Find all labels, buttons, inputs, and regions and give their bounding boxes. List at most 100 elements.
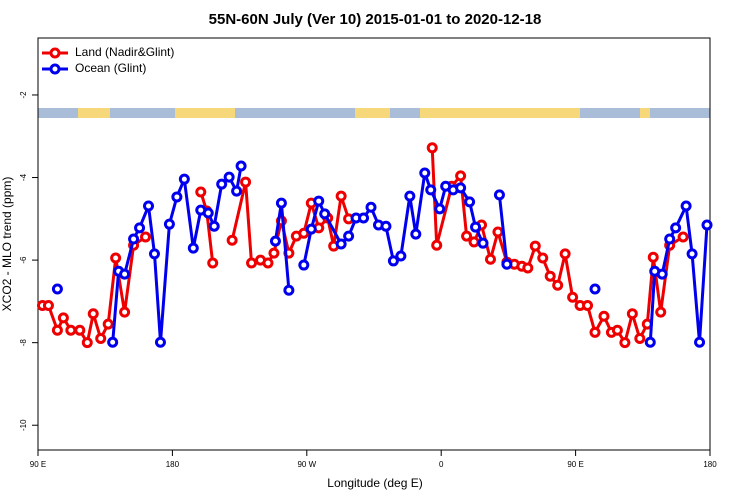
- point: [664, 233, 676, 245]
- point: [74, 324, 86, 336]
- point: [410, 228, 422, 240]
- point: [461, 230, 473, 242]
- point: [283, 284, 295, 296]
- point: [195, 186, 207, 198]
- point: [223, 171, 235, 183]
- point: [202, 207, 214, 219]
- point: [134, 222, 146, 234]
- x-tick-label: 90 W: [297, 460, 316, 469]
- point: [87, 308, 99, 320]
- point: [231, 185, 243, 197]
- y-tick-label: -10: [19, 419, 28, 431]
- point: [529, 240, 541, 252]
- x-tick-label: 180: [166, 460, 180, 469]
- point: [419, 167, 431, 179]
- point: [246, 257, 258, 269]
- point: [426, 142, 438, 154]
- point: [119, 306, 131, 318]
- point: [163, 218, 175, 230]
- point: [434, 203, 446, 215]
- point: [343, 230, 355, 242]
- point: [119, 268, 131, 280]
- point: [313, 195, 325, 207]
- point: [544, 270, 556, 282]
- point: [493, 189, 505, 201]
- point: [644, 336, 656, 348]
- point: [81, 337, 93, 349]
- legend-marker: [49, 47, 61, 59]
- legend-label: Ocean (Glint): [75, 61, 146, 75]
- plot-frame: [37, 37, 711, 451]
- point: [492, 226, 504, 238]
- point: [365, 201, 377, 213]
- point: [455, 182, 467, 194]
- point: [598, 310, 610, 322]
- point: [634, 333, 646, 345]
- point: [680, 200, 692, 212]
- point: [102, 318, 114, 330]
- point: [611, 324, 623, 336]
- point: [305, 223, 317, 235]
- legend-label: Land (Nadir&Glint): [75, 45, 174, 59]
- point: [387, 255, 399, 267]
- y-axis-label: XCO2 - MLO trend (ppm): [0, 177, 14, 312]
- point: [567, 291, 579, 303]
- point: [171, 191, 183, 203]
- point: [395, 250, 407, 262]
- point: [207, 257, 219, 269]
- x-tick-label: 0: [439, 460, 444, 469]
- point: [65, 324, 77, 336]
- point: [358, 212, 370, 224]
- point: [589, 326, 601, 338]
- point: [431, 239, 443, 251]
- point: [537, 252, 549, 264]
- x-tick-label: 90 E: [30, 460, 46, 469]
- point: [268, 247, 280, 259]
- point: [647, 251, 659, 263]
- point: [275, 197, 287, 209]
- point: [677, 231, 689, 243]
- y-tick-label: -4: [19, 173, 28, 181]
- point: [42, 300, 54, 312]
- point: [626, 308, 638, 320]
- point: [269, 235, 281, 247]
- y-tick-label: -2: [19, 91, 28, 99]
- point: [226, 234, 238, 246]
- point: [298, 259, 310, 271]
- point: [501, 258, 513, 270]
- point: [216, 178, 228, 190]
- point: [425, 184, 437, 196]
- point: [110, 252, 122, 264]
- point: [404, 190, 416, 202]
- legend-marker: [49, 63, 61, 75]
- point: [559, 248, 571, 260]
- point: [380, 220, 392, 232]
- point: [187, 242, 199, 254]
- point: [701, 219, 713, 231]
- x-tick-label: 180: [703, 460, 717, 469]
- point: [694, 336, 706, 348]
- point: [470, 221, 482, 233]
- point: [455, 170, 467, 182]
- point: [484, 253, 496, 265]
- point: [208, 220, 220, 232]
- point: [619, 337, 631, 349]
- point: [57, 312, 69, 324]
- point: [477, 237, 489, 249]
- y-tick-label: -6: [19, 256, 28, 264]
- point: [240, 176, 252, 188]
- point: [51, 283, 63, 295]
- point: [143, 200, 155, 212]
- point: [148, 248, 160, 260]
- point: [468, 236, 480, 248]
- point: [140, 231, 152, 243]
- point: [107, 336, 119, 348]
- y-tick-label: -8: [19, 339, 28, 347]
- point: [670, 222, 682, 234]
- point: [522, 262, 534, 274]
- x-axis-label: Longitude (deg E): [327, 476, 422, 490]
- point: [589, 283, 601, 295]
- point: [655, 306, 667, 318]
- chart-title: 55N-60N July (Ver 10) 2015-01-01 to 2020…: [209, 11, 542, 28]
